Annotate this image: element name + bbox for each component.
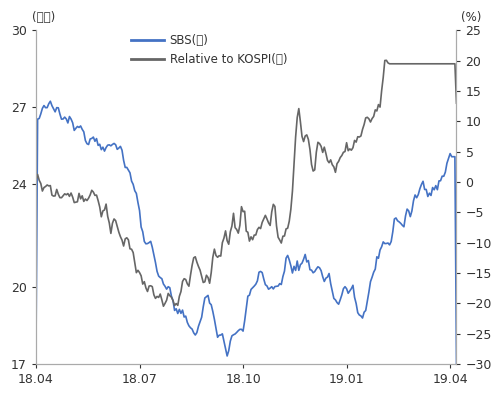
- Text: (천원): (천원): [32, 11, 55, 23]
- Text: (%): (%): [461, 11, 481, 23]
- Legend: SBS(좌), Relative to KOSPI(우): SBS(좌), Relative to KOSPI(우): [126, 29, 292, 71]
